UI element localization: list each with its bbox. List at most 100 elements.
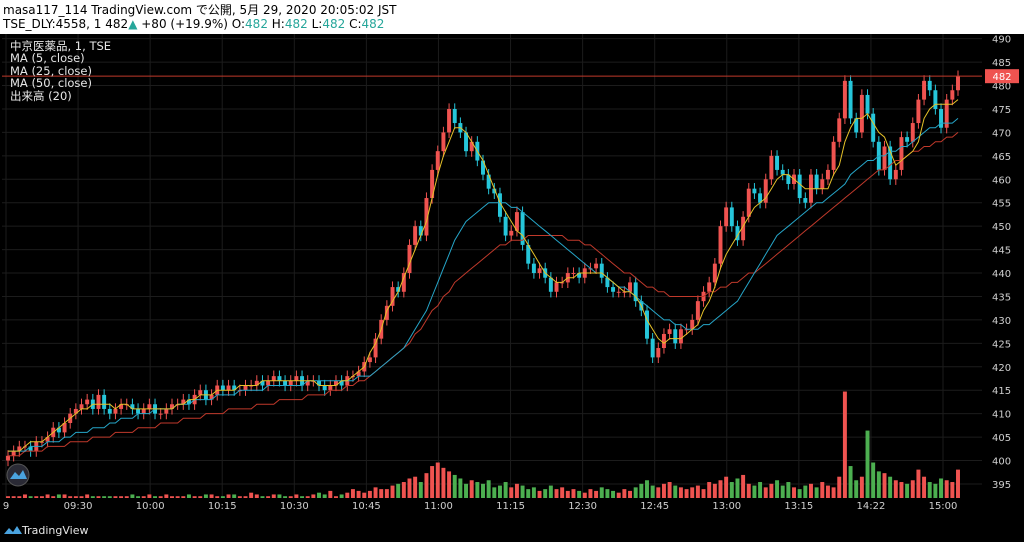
volume-bar bbox=[537, 490, 542, 498]
candle-body bbox=[186, 399, 191, 405]
volume-bar bbox=[317, 492, 321, 498]
legend-ma5[interactable]: MA (5, close) bbox=[10, 51, 85, 66]
volume-bar bbox=[407, 478, 412, 498]
candle-body bbox=[11, 451, 16, 456]
candle-body bbox=[888, 146, 893, 180]
volume-bar bbox=[712, 483, 717, 498]
candle-body bbox=[96, 394, 101, 409]
volume-bar bbox=[769, 483, 774, 498]
x-tick-label: 11:00 bbox=[424, 501, 453, 512]
volume-bar bbox=[249, 492, 254, 498]
candle-body bbox=[481, 160, 485, 175]
candle-body bbox=[401, 273, 406, 292]
candle-body bbox=[277, 376, 282, 381]
candle-body bbox=[848, 80, 853, 119]
candle-body bbox=[650, 338, 655, 358]
candle-body bbox=[79, 404, 84, 409]
volume-bar bbox=[107, 496, 112, 498]
volume-bar bbox=[367, 490, 372, 498]
candle-body bbox=[797, 174, 802, 199]
volume-bar bbox=[718, 480, 723, 498]
volume-bar bbox=[294, 494, 299, 498]
legend-ma25[interactable]: MA (25, close) bbox=[10, 63, 92, 78]
volume-bar bbox=[792, 487, 796, 498]
volume-bar bbox=[735, 478, 740, 498]
candle-body bbox=[407, 244, 412, 274]
volume-bar bbox=[79, 496, 84, 498]
candle-body bbox=[780, 169, 785, 175]
volume-bar bbox=[113, 496, 118, 498]
candle-body bbox=[158, 413, 163, 415]
legend-volume[interactable]: 出来高 (20) bbox=[10, 88, 72, 103]
y-tick-label: 455 bbox=[992, 199, 1011, 210]
x-tick-label: 15:00 bbox=[929, 501, 958, 512]
candle-body bbox=[611, 287, 616, 292]
candle-body bbox=[492, 188, 497, 194]
candle-body bbox=[577, 273, 582, 278]
volume-bar bbox=[854, 480, 859, 498]
ohlc-readout: TSE_DLY:4558, 1 482▲ +80 (+19.9%) O:482 … bbox=[3, 17, 384, 31]
candle-body bbox=[842, 80, 847, 119]
candle-body bbox=[339, 380, 344, 386]
candle-body bbox=[164, 408, 169, 414]
candle-body bbox=[882, 146, 887, 170]
volume-bar bbox=[605, 489, 610, 498]
candle-body bbox=[441, 132, 446, 152]
symbol-label: TSE_DLY:4558, 1 bbox=[3, 17, 102, 31]
candle-body bbox=[775, 155, 780, 170]
volume-bar bbox=[520, 485, 525, 498]
price-chart[interactable]: 395 400 405 410 415 420 425 430 435 440 445 450 455 4… bbox=[0, 34, 1024, 520]
volume-bar bbox=[656, 487, 661, 498]
x-tick-label: 13:15 bbox=[784, 501, 813, 512]
candle-body bbox=[678, 329, 683, 344]
candle-body bbox=[927, 80, 932, 91]
volume-bar bbox=[780, 485, 785, 498]
volume-bar bbox=[322, 494, 327, 498]
candle-body bbox=[56, 427, 61, 433]
high-value: 482 bbox=[284, 17, 308, 31]
low-value: 482 bbox=[322, 17, 346, 31]
volume-bar bbox=[96, 496, 101, 498]
volume-bar bbox=[543, 489, 548, 498]
candle-body bbox=[305, 380, 310, 386]
volume-bar bbox=[775, 480, 780, 498]
volume-bar bbox=[28, 496, 33, 498]
volume-bar bbox=[141, 496, 146, 498]
volume-bar bbox=[283, 496, 288, 498]
volume-bar bbox=[582, 492, 587, 498]
volume-bar bbox=[871, 462, 876, 498]
close-value: 482 bbox=[361, 17, 385, 31]
volume-bar bbox=[633, 487, 638, 498]
candle-body bbox=[905, 137, 910, 142]
high-label: H: bbox=[271, 17, 285, 31]
tradingview-brand: TradingView bbox=[22, 524, 89, 537]
volume-bar bbox=[797, 489, 802, 498]
candle-body bbox=[899, 137, 904, 170]
volume-bar bbox=[808, 483, 813, 498]
candle-body bbox=[933, 90, 938, 109]
candle-body bbox=[452, 108, 457, 124]
candle-body bbox=[328, 385, 333, 391]
candle-body bbox=[198, 390, 203, 395]
volume-bar bbox=[514, 483, 519, 498]
tradingview-badge-icon[interactable] bbox=[6, 463, 30, 487]
legend-ma50[interactable]: MA (50, close) bbox=[10, 76, 92, 91]
volume-bar bbox=[39, 496, 44, 498]
volume-bar bbox=[684, 489, 689, 498]
candle-body bbox=[418, 226, 423, 236]
candle-body bbox=[628, 282, 633, 292]
volume-bar bbox=[124, 496, 129, 498]
volume-bar bbox=[345, 492, 350, 498]
candle-body bbox=[322, 385, 327, 391]
volume-bar bbox=[430, 466, 435, 498]
candle-body bbox=[317, 380, 321, 386]
candle-body bbox=[735, 226, 740, 241]
candle-body bbox=[170, 404, 174, 409]
candle-body bbox=[645, 310, 649, 339]
volume-bar bbox=[650, 485, 655, 498]
candle-body bbox=[560, 282, 565, 284]
volume-bar bbox=[548, 485, 553, 498]
volume-bar bbox=[186, 494, 191, 498]
candle-body bbox=[497, 193, 502, 217]
volume-bar bbox=[175, 496, 180, 498]
